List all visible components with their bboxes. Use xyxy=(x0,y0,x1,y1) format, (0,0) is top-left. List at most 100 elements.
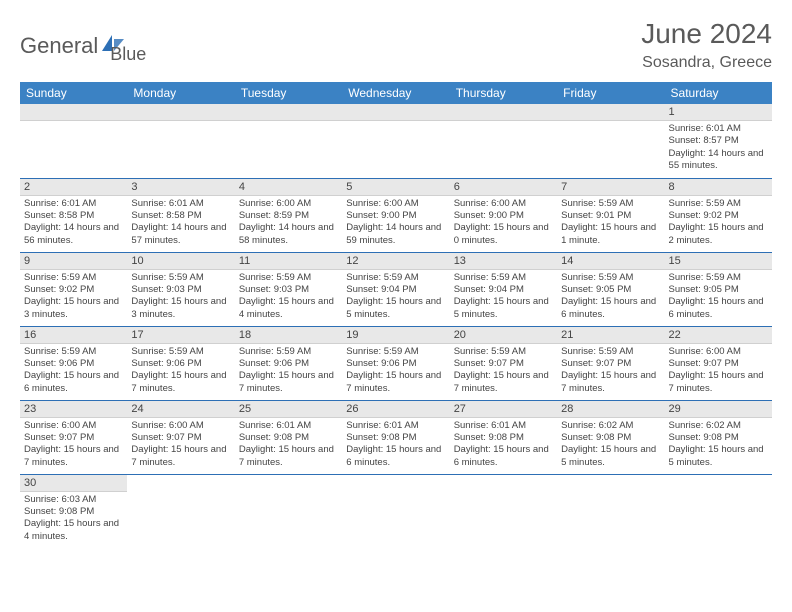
day-number: 5 xyxy=(342,179,449,196)
sunset-text: Sunset: 9:06 PM xyxy=(24,358,123,370)
day-content: Sunrise: 6:00 AMSunset: 9:00 PMDaylight:… xyxy=(342,196,449,251)
daylight-text: Daylight: 15 hours and 3 minutes. xyxy=(24,296,123,321)
week-row: 16Sunrise: 5:59 AMSunset: 9:06 PMDayligh… xyxy=(20,326,772,400)
day-content: Sunrise: 5:59 AMSunset: 9:04 PMDaylight:… xyxy=(342,270,449,325)
daylight-text: Daylight: 14 hours and 56 minutes. xyxy=(24,222,123,247)
sunset-text: Sunset: 9:00 PM xyxy=(346,210,445,222)
week-row: 2Sunrise: 6:01 AMSunset: 8:58 PMDaylight… xyxy=(20,178,772,252)
day-cell: 2Sunrise: 6:01 AMSunset: 8:58 PMDaylight… xyxy=(20,178,127,252)
header-thursday: Thursday xyxy=(450,82,557,104)
day-number: 6 xyxy=(450,179,557,196)
day-number: 2 xyxy=(20,179,127,196)
sunrise-text: Sunrise: 5:59 AM xyxy=(346,272,445,284)
sunrise-text: Sunrise: 5:59 AM xyxy=(24,346,123,358)
daylight-text: Daylight: 15 hours and 7 minutes. xyxy=(131,444,230,469)
week-row: 23Sunrise: 6:00 AMSunset: 9:07 PMDayligh… xyxy=(20,400,772,474)
sunset-text: Sunset: 9:08 PM xyxy=(24,506,123,518)
day-number-empty xyxy=(20,104,127,121)
sunrise-text: Sunrise: 5:59 AM xyxy=(561,346,660,358)
sunrise-text: Sunrise: 5:59 AM xyxy=(669,272,768,284)
day-number: 30 xyxy=(20,475,127,492)
day-number-empty xyxy=(557,104,664,121)
day-content: Sunrise: 6:01 AMSunset: 9:08 PMDaylight:… xyxy=(235,418,342,473)
day-number: 18 xyxy=(235,327,342,344)
day-number: 4 xyxy=(235,179,342,196)
sunrise-text: Sunrise: 6:03 AM xyxy=(24,494,123,506)
day-number: 15 xyxy=(665,253,772,270)
sunrise-text: Sunrise: 6:00 AM xyxy=(131,420,230,432)
header: General Blue June 2024 Sosandra, Greece xyxy=(20,18,772,72)
day-cell: 17Sunrise: 5:59 AMSunset: 9:06 PMDayligh… xyxy=(127,326,234,400)
day-cell: 15Sunrise: 5:59 AMSunset: 9:05 PMDayligh… xyxy=(665,252,772,326)
day-cell xyxy=(127,104,234,178)
daylight-text: Daylight: 15 hours and 2 minutes. xyxy=(669,222,768,247)
day-cell xyxy=(557,474,664,548)
day-content: Sunrise: 6:02 AMSunset: 9:08 PMDaylight:… xyxy=(665,418,772,473)
sunset-text: Sunset: 9:08 PM xyxy=(239,432,338,444)
day-content: Sunrise: 5:59 AMSunset: 9:05 PMDaylight:… xyxy=(665,270,772,325)
logo-text-blue: Blue xyxy=(110,44,146,65)
day-cell: 22Sunrise: 6:00 AMSunset: 9:07 PMDayligh… xyxy=(665,326,772,400)
sunrise-text: Sunrise: 5:59 AM xyxy=(454,272,553,284)
day-cell: 11Sunrise: 5:59 AMSunset: 9:03 PMDayligh… xyxy=(235,252,342,326)
day-number: 21 xyxy=(557,327,664,344)
day-cell: 29Sunrise: 6:02 AMSunset: 9:08 PMDayligh… xyxy=(665,400,772,474)
daylight-text: Daylight: 15 hours and 6 minutes. xyxy=(561,296,660,321)
sunset-text: Sunset: 8:58 PM xyxy=(24,210,123,222)
day-number: 11 xyxy=(235,253,342,270)
day-number: 20 xyxy=(450,327,557,344)
day-cell xyxy=(557,104,664,178)
day-number: 24 xyxy=(127,401,234,418)
daylight-text: Daylight: 14 hours and 57 minutes. xyxy=(131,222,230,247)
day-number: 25 xyxy=(235,401,342,418)
day-number: 22 xyxy=(665,327,772,344)
day-cell xyxy=(235,474,342,548)
day-number: 3 xyxy=(127,179,234,196)
sunrise-text: Sunrise: 6:02 AM xyxy=(669,420,768,432)
sunset-text: Sunset: 9:02 PM xyxy=(24,284,123,296)
sunset-text: Sunset: 9:08 PM xyxy=(669,432,768,444)
day-cell: 6Sunrise: 6:00 AMSunset: 9:00 PMDaylight… xyxy=(450,178,557,252)
day-number: 17 xyxy=(127,327,234,344)
sunrise-text: Sunrise: 5:59 AM xyxy=(239,272,338,284)
sunrise-text: Sunrise: 6:00 AM xyxy=(24,420,123,432)
header-friday: Friday xyxy=(557,82,664,104)
sunset-text: Sunset: 9:08 PM xyxy=(346,432,445,444)
daylight-text: Daylight: 15 hours and 5 minutes. xyxy=(454,296,553,321)
logo-text-general: General xyxy=(20,33,98,59)
day-content: Sunrise: 6:00 AMSunset: 8:59 PMDaylight:… xyxy=(235,196,342,251)
sunset-text: Sunset: 9:07 PM xyxy=(131,432,230,444)
day-content: Sunrise: 6:00 AMSunset: 9:07 PMDaylight:… xyxy=(127,418,234,473)
day-content: Sunrise: 6:00 AMSunset: 9:00 PMDaylight:… xyxy=(450,196,557,251)
sunset-text: Sunset: 9:08 PM xyxy=(454,432,553,444)
sunrise-text: Sunrise: 6:01 AM xyxy=(454,420,553,432)
day-number: 28 xyxy=(557,401,664,418)
daylight-text: Daylight: 15 hours and 7 minutes. xyxy=(669,370,768,395)
day-cell: 30Sunrise: 6:03 AMSunset: 9:08 PMDayligh… xyxy=(20,474,127,548)
day-number-empty xyxy=(342,104,449,121)
day-number-empty xyxy=(450,104,557,121)
sunset-text: Sunset: 8:58 PM xyxy=(131,210,230,222)
calendar-table: Sunday Monday Tuesday Wednesday Thursday… xyxy=(20,82,772,548)
day-content: Sunrise: 5:59 AMSunset: 9:05 PMDaylight:… xyxy=(557,270,664,325)
sunset-text: Sunset: 9:03 PM xyxy=(239,284,338,296)
sunrise-text: Sunrise: 6:00 AM xyxy=(346,198,445,210)
sunset-text: Sunset: 9:01 PM xyxy=(561,210,660,222)
daylight-text: Daylight: 15 hours and 6 minutes. xyxy=(24,370,123,395)
sunrise-text: Sunrise: 5:59 AM xyxy=(454,346,553,358)
sunset-text: Sunset: 9:08 PM xyxy=(561,432,660,444)
sunrise-text: Sunrise: 5:59 AM xyxy=(131,346,230,358)
sunset-text: Sunset: 8:59 PM xyxy=(239,210,338,222)
day-cell: 5Sunrise: 6:00 AMSunset: 9:00 PMDaylight… xyxy=(342,178,449,252)
daylight-text: Daylight: 15 hours and 6 minutes. xyxy=(669,296,768,321)
day-cell: 4Sunrise: 6:00 AMSunset: 8:59 PMDaylight… xyxy=(235,178,342,252)
day-cell: 20Sunrise: 5:59 AMSunset: 9:07 PMDayligh… xyxy=(450,326,557,400)
day-content: Sunrise: 6:01 AMSunset: 8:58 PMDaylight:… xyxy=(127,196,234,251)
day-content: Sunrise: 5:59 AMSunset: 9:03 PMDaylight:… xyxy=(127,270,234,325)
sunset-text: Sunset: 9:06 PM xyxy=(239,358,338,370)
day-cell: 12Sunrise: 5:59 AMSunset: 9:04 PMDayligh… xyxy=(342,252,449,326)
day-cell xyxy=(20,104,127,178)
day-cell xyxy=(342,474,449,548)
sunrise-text: Sunrise: 5:59 AM xyxy=(561,272,660,284)
header-tuesday: Tuesday xyxy=(235,82,342,104)
